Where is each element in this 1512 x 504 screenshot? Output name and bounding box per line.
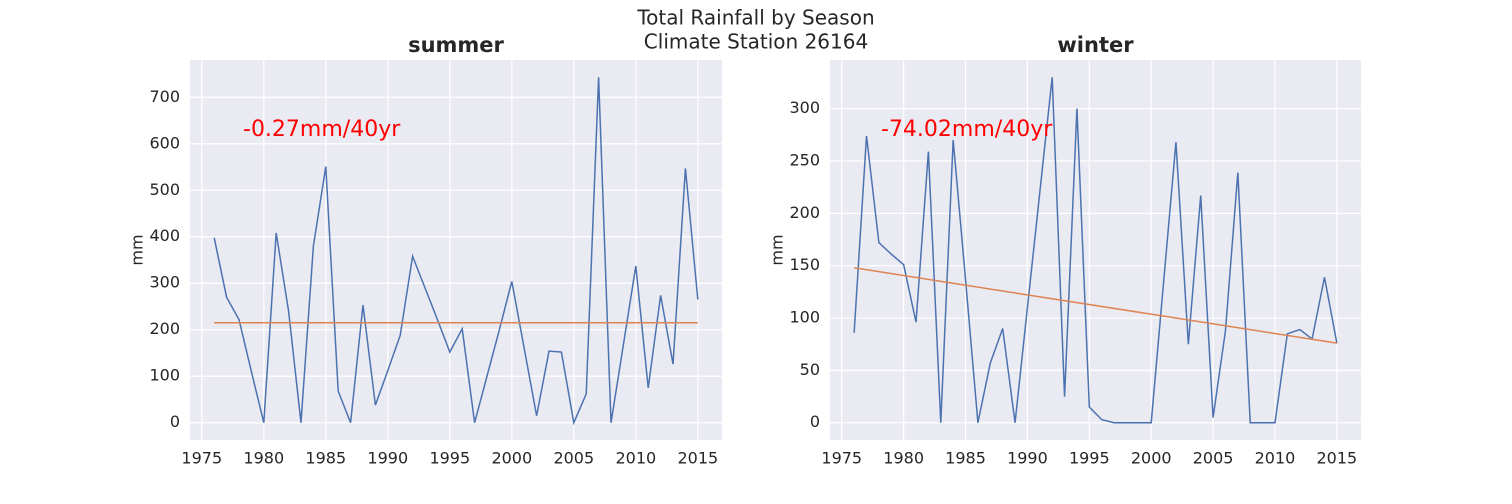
y-tick-label: 600 xyxy=(149,133,180,152)
y-tick-label: 0 xyxy=(170,412,180,431)
x-tick-label: 1975 xyxy=(821,449,862,468)
y-axis-label: mm xyxy=(128,234,147,265)
figure-subtitle: Climate Station 26164 xyxy=(644,30,868,54)
y-tick-label: 400 xyxy=(149,226,180,245)
y-tick-label: 200 xyxy=(149,319,180,338)
x-tick-label: 2005 xyxy=(1193,449,1234,468)
y-tick-label: 300 xyxy=(149,273,180,292)
plot-area xyxy=(830,60,1361,440)
data-line xyxy=(853,77,1338,424)
x-tick-label: 1995 xyxy=(1069,449,1110,468)
x-tick-label: 1975 xyxy=(181,449,222,468)
y-tick-label: 50 xyxy=(800,360,820,379)
data-line xyxy=(213,77,699,426)
x-tick-label: 2000 xyxy=(491,449,532,468)
x-tick-label: 1980 xyxy=(883,449,924,468)
figure-title: Total Rainfall by Season xyxy=(636,6,874,30)
annotation: -74.02mm/40yr xyxy=(881,117,1053,142)
y-tick-label: 200 xyxy=(789,203,820,222)
x-tick-label: 2010 xyxy=(1255,449,1296,468)
x-tick-label: 2005 xyxy=(553,449,594,468)
x-tick-label: 1995 xyxy=(429,449,470,468)
x-tick-label: 1985 xyxy=(305,449,346,468)
x-tick-label: 1980 xyxy=(243,449,284,468)
x-tick-label: 1985 xyxy=(945,449,986,468)
x-tick-label: 1990 xyxy=(367,449,408,468)
annotation: -0.27mm/40yr xyxy=(243,117,401,142)
y-tick-label: 0 xyxy=(810,412,820,431)
y-tick-label: 300 xyxy=(789,98,820,117)
y-tick-label: 100 xyxy=(789,308,820,327)
chart-title: summer xyxy=(408,33,504,57)
x-tick-label: 2010 xyxy=(615,449,656,468)
chart-title: winter xyxy=(1057,33,1134,57)
y-axis-label: mm xyxy=(768,234,787,265)
x-tick-label: 2000 xyxy=(1131,449,1172,468)
trend-line xyxy=(854,267,1337,344)
x-tick-label: 2015 xyxy=(1317,449,1358,468)
y-tick-label: 700 xyxy=(149,87,180,106)
x-tick-label: 2015 xyxy=(677,449,718,468)
y-tick-label: 100 xyxy=(149,366,180,385)
y-tick-label: 150 xyxy=(789,255,820,274)
y-tick-label: 500 xyxy=(149,180,180,199)
x-tick-label: 1990 xyxy=(1007,449,1048,468)
y-tick-label: 250 xyxy=(789,151,820,170)
